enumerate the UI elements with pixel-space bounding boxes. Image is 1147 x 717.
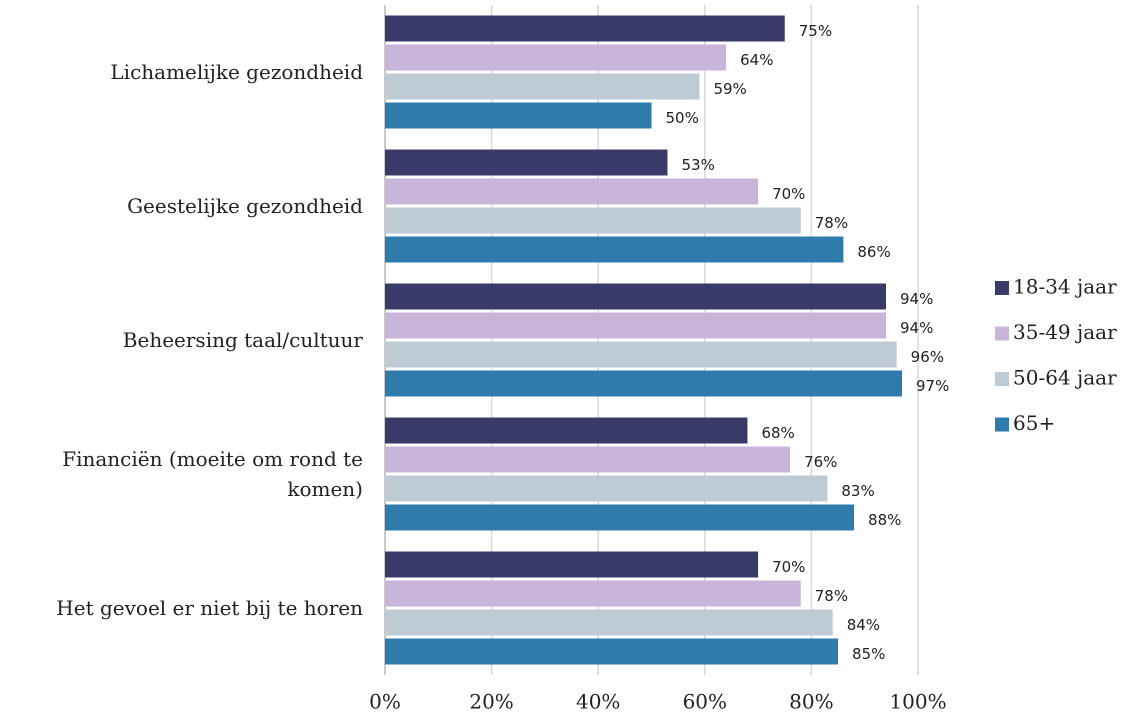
value-label: 94% (900, 290, 933, 308)
bar (385, 312, 887, 339)
legend-swatch (995, 372, 1009, 386)
bar (385, 638, 839, 665)
value-label: 94% (900, 319, 933, 337)
category-label: Financiën (moeite om rond te komen) (62, 447, 363, 501)
bar (385, 370, 903, 397)
value-label: 88% (868, 511, 901, 529)
value-label: 83% (841, 482, 874, 500)
value-label: 53% (681, 156, 714, 174)
bar (385, 475, 828, 502)
bar (385, 236, 844, 263)
x-tick-label: 60% (683, 690, 727, 714)
bar (385, 446, 791, 473)
bar (385, 44, 727, 71)
legend-label: 18-34 jaar (1013, 275, 1117, 299)
bar (385, 417, 748, 444)
value-label: 85% (852, 645, 885, 663)
bar (385, 283, 887, 310)
bar (385, 149, 668, 176)
value-label: 70% (772, 185, 805, 203)
value-label: 59% (713, 80, 746, 98)
bar (385, 15, 785, 42)
value-label: 70% (772, 558, 805, 576)
bar (385, 207, 801, 234)
value-label: 97% (916, 377, 949, 395)
legend-label: 50-64 jaar (1013, 366, 1117, 390)
legend-swatch (995, 281, 1009, 295)
x-tick-label: 100% (889, 690, 946, 714)
value-label: 75% (799, 22, 832, 40)
bar (385, 580, 801, 607)
x-tick-label: 20% (469, 690, 513, 714)
value-label: 68% (761, 424, 794, 442)
bar (385, 609, 833, 636)
legend-label: 35-49 jaar (1013, 320, 1117, 344)
value-label: 78% (815, 587, 848, 605)
bar (385, 341, 897, 368)
x-tick-label: 40% (576, 690, 620, 714)
bar (385, 178, 759, 205)
bar (385, 102, 652, 129)
x-tick-label: 80% (789, 690, 833, 714)
value-label: 84% (847, 616, 880, 634)
category-label: Geestelijke gezondheid (127, 194, 363, 218)
category-label: Lichamelijke gezondheid (110, 60, 363, 84)
legend-label: 65+ (1013, 411, 1055, 435)
x-tick-label: 0% (369, 690, 401, 714)
bar (385, 504, 855, 531)
bar (385, 73, 700, 100)
value-label: 96% (911, 348, 944, 366)
legend-swatch (995, 326, 1009, 341)
category-label: Het gevoel er niet bij te horen (56, 596, 363, 620)
category-label: Beheersing taal/cultuur (122, 328, 363, 352)
value-label: 78% (815, 214, 848, 232)
value-label: 86% (857, 243, 890, 261)
value-label: 50% (666, 109, 699, 127)
legend-swatch (995, 417, 1009, 432)
value-label: 76% (804, 453, 837, 471)
bar (385, 551, 759, 578)
value-label: 64% (740, 51, 773, 69)
